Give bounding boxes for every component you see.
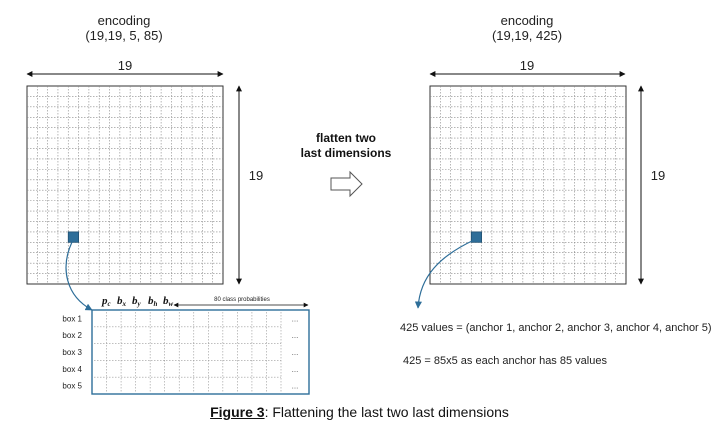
right-encoding-title: encoding bbox=[501, 13, 554, 28]
box-row-label: box 3 bbox=[62, 348, 82, 357]
box-row-label: box 1 bbox=[62, 314, 82, 323]
box-row-label: box 4 bbox=[62, 365, 82, 374]
operation-line-1: flatten two bbox=[316, 131, 376, 145]
box-row-ellipsis: ... bbox=[292, 365, 299, 374]
box-row-ellipsis: ... bbox=[292, 314, 299, 323]
box-row-label: box 5 bbox=[62, 382, 82, 391]
flatten-arrow-icon bbox=[330, 170, 363, 198]
left-encoding-title: encoding bbox=[98, 13, 151, 28]
values-note: 425 values = (anchor 1, anchor 2, anchor… bbox=[400, 322, 712, 334]
right-highlighted-cell bbox=[470, 231, 482, 243]
right-grid-border bbox=[429, 85, 627, 285]
class-probabilities-label: 80 class probabilities bbox=[214, 297, 270, 303]
right-encoding-shape: (19,19, 425) bbox=[492, 28, 562, 43]
cell-to-table-connector bbox=[65, 241, 93, 311]
box-row-ellipsis: ... bbox=[292, 382, 299, 391]
left-grid-border bbox=[26, 85, 224, 285]
right-width-label: 19 bbox=[520, 58, 534, 73]
count-note: 425 = 85x5 as each anchor has 85 values bbox=[403, 355, 607, 367]
param-bx-label: bx bbox=[117, 295, 127, 308]
cell-to-notes-connector bbox=[414, 239, 475, 309]
figure-number: Figure 3 bbox=[210, 404, 265, 420]
param-bw-label: bw bbox=[163, 295, 174, 308]
box-row-ellipsis: ... bbox=[292, 331, 299, 340]
left-highlighted-cell bbox=[67, 231, 79, 243]
param-pc-label: pc bbox=[101, 295, 111, 308]
param-bh-label: bh bbox=[148, 295, 158, 308]
left-width-label: 19 bbox=[118, 58, 132, 73]
box-row-ellipsis: ... bbox=[292, 348, 299, 357]
right-height-label: 19 bbox=[651, 168, 665, 183]
anchor-box-table: pc bx by bh bw 80 class probabilities box 1...… bbox=[62, 295, 310, 395]
operation-line-2: last dimensions bbox=[301, 146, 392, 160]
right-encoding-grid bbox=[429, 85, 627, 285]
anchor-table-border bbox=[91, 309, 310, 395]
left-encoding-grid bbox=[26, 85, 224, 285]
caption-text: : Flattening the last two last dimension… bbox=[264, 404, 509, 420]
param-by-label: by bbox=[132, 295, 142, 308]
figure-caption: Figure 3: Flattening the last two last d… bbox=[0, 404, 719, 420]
left-height-label: 19 bbox=[249, 168, 263, 183]
left-encoding-shape: (19,19, 5, 85) bbox=[85, 28, 162, 43]
box-row-label: box 2 bbox=[62, 331, 82, 340]
